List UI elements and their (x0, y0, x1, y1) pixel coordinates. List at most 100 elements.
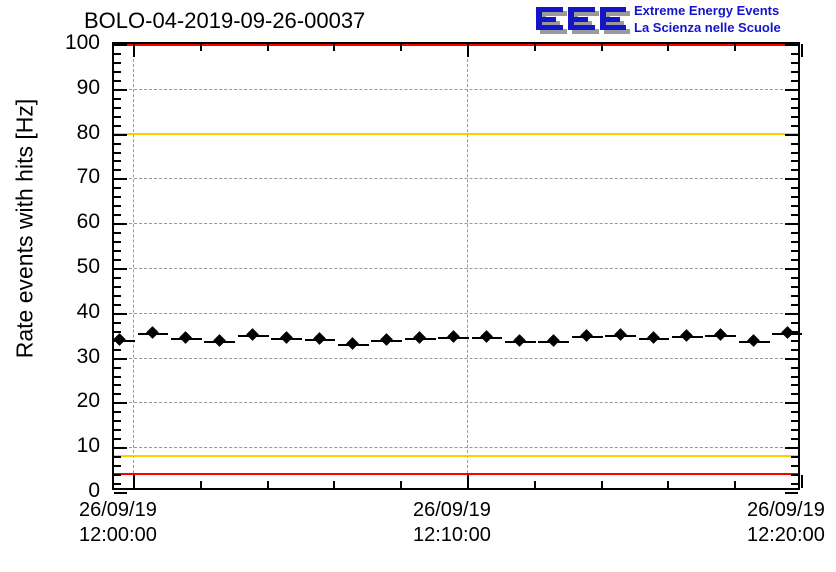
x-tick-label-date: 26/09/19 (413, 499, 491, 521)
x-tick-major (133, 475, 135, 488)
y-tick-minor (114, 366, 121, 369)
data-point-marker (446, 329, 460, 343)
x-tick-major (467, 475, 469, 488)
data-point-marker (480, 330, 493, 343)
data-point-marker (146, 325, 159, 339)
y-tick-minor (114, 115, 121, 118)
y-tick-minor (114, 214, 121, 217)
y-tick-minor (114, 429, 121, 432)
data-point-marker (580, 329, 594, 342)
data-point-marker (413, 331, 427, 345)
x-tick-label-date: 26/09/19 (79, 499, 157, 521)
data-series (112, 44, 802, 488)
y-tick-minor (114, 52, 121, 55)
y-tick-minor (114, 70, 121, 73)
y-tick-minor-right (791, 465, 798, 468)
y-tick-label: 0 (88, 479, 100, 502)
y-tick-major-right (785, 492, 798, 494)
y-tick-minor-right (791, 375, 798, 378)
y-tick-minor-right (791, 330, 798, 333)
eee-logo-line1: Extreme Energy Events (634, 3, 780, 18)
data-point-marker (713, 327, 727, 341)
y-tick-minor-right (791, 214, 798, 217)
y-tick-minor (114, 285, 121, 288)
y-tick-minor-right (791, 160, 798, 163)
y-tick-label: 90 (76, 75, 100, 99)
x-tick-major-top (133, 44, 135, 57)
data-point-marker (513, 334, 527, 348)
x-tick-minor-top (667, 44, 670, 51)
x-tick-minor (667, 481, 670, 488)
y-tick-minor-right (791, 393, 798, 396)
y-tick-minor-right (791, 438, 798, 441)
y-tick-minor-right (791, 196, 798, 199)
y-tick-minor-right (791, 97, 798, 100)
y-tick-label: 50 (76, 255, 100, 278)
y-tick-label: 60 (76, 210, 100, 234)
y-tick-minor-right (791, 187, 798, 190)
x-tick-minor (199, 481, 202, 488)
y-tick-minor (114, 97, 121, 100)
gridline-vertical (467, 44, 468, 488)
y-tick-minor (114, 169, 121, 172)
y-tick-minor-right (791, 321, 798, 324)
eee-logo-line2: La Scienza nelle Scuole (634, 19, 781, 35)
eee-logo: Extreme Energy Events La Scienza nelle S… (534, 2, 834, 40)
y-tick-minor (114, 106, 121, 109)
y-tick-minor (114, 393, 121, 396)
data-point-marker (379, 332, 393, 346)
data-point-marker (613, 327, 627, 341)
x-tick-label: 26/09/19 12:10:00 (413, 498, 491, 548)
x-tick-minor-top (533, 44, 536, 51)
data-point-marker (279, 331, 293, 345)
y-tick-minor-right (791, 142, 798, 145)
y-tick-minor (114, 384, 121, 387)
y-tick-minor (114, 375, 121, 378)
y-tick-minor-right (791, 294, 798, 297)
y-tick-minor-right (791, 276, 798, 279)
y-tick-major-right (785, 223, 798, 226)
data-point-marker (346, 336, 360, 350)
y-tick-minor-right (791, 115, 798, 118)
y-tick-minor-right (791, 456, 798, 459)
threshold-lines (114, 44, 798, 488)
y-tick-minor (114, 330, 121, 333)
y-tick-minor-right (791, 384, 798, 387)
y-tick-major (114, 88, 127, 91)
y-tick-minor-right (791, 205, 798, 208)
y-tick-minor-right (791, 52, 798, 55)
y-tick-minor (114, 250, 121, 253)
y-tick-major-right (785, 402, 798, 405)
plot-frame (112, 42, 803, 494)
x-tick-major (801, 475, 803, 488)
y-tick-minor-right (791, 169, 798, 172)
y-tick-minor (114, 61, 121, 64)
x-tick-minor (333, 481, 336, 488)
y-tick-major (114, 268, 127, 270)
y-tick-minor-right (791, 474, 798, 477)
y-axis-tick-labels: 0 10 20 30 40 50 60 70 80 90 100 (0, 32, 106, 501)
threshold-line-upper-alarm (114, 44, 798, 46)
y-tick-major (114, 223, 127, 226)
y-tick-minor-right (791, 285, 798, 288)
y-tick-minor (114, 196, 121, 199)
y-tick-minor-right (791, 106, 798, 109)
y-tick-minor-right (791, 348, 798, 351)
y-tick-minor (114, 187, 121, 190)
y-tick-minor-right (791, 232, 798, 235)
y-tick-minor (114, 456, 121, 459)
y-tick-minor (114, 232, 121, 235)
y-tick-minor (114, 465, 121, 468)
y-tick-minor-right (791, 70, 798, 73)
y-tick-minor-right (791, 61, 798, 64)
y-tick-minor (114, 348, 121, 351)
y-tick-major (114, 44, 127, 46)
x-tick-major-top (467, 44, 469, 57)
x-tick-minor (734, 481, 737, 488)
y-tick-major (114, 178, 127, 181)
x-tick-minor-top (600, 44, 603, 51)
y-tick-major-right (785, 312, 798, 315)
gridline-horizontal (114, 312, 798, 314)
y-tick-major-right (785, 133, 798, 136)
